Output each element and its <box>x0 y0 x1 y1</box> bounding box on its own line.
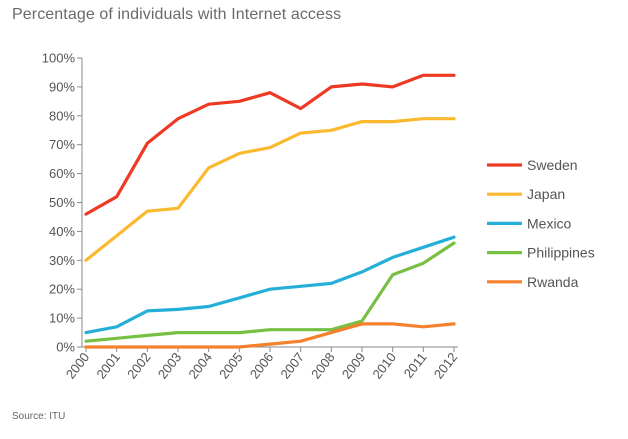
x-tick-label: 2007 <box>277 350 307 382</box>
series-line-sweden <box>84 73 456 216</box>
x-tick-label: 2003 <box>155 350 185 382</box>
y-tick-label: 50% <box>49 195 75 210</box>
y-tick-label: 90% <box>49 79 75 94</box>
legend-label-sweden: Sweden <box>527 157 578 173</box>
legend: Sweden Japan Mexico Philippines Rwanda <box>487 157 595 290</box>
series-lines <box>84 73 456 349</box>
y-tick-label: 30% <box>49 253 75 268</box>
x-tick-label: 2002 <box>124 350 154 382</box>
legend-label-philippines: Philippines <box>527 245 595 261</box>
y-tick-label: 20% <box>49 282 75 297</box>
legend-label-rwanda: Rwanda <box>527 274 579 290</box>
x-tick-label: 2010 <box>369 350 399 382</box>
x-tick-label: 2006 <box>247 350 277 382</box>
y-tick-label: 40% <box>49 224 75 239</box>
y-tick-label: 0% <box>56 340 75 355</box>
legend-label-mexico: Mexico <box>527 215 572 231</box>
x-tick-label: 2012 <box>431 350 461 382</box>
y-tick-label: 10% <box>49 311 75 326</box>
x-tick-label: 2008 <box>308 350 338 382</box>
x-tick-label: 2011 <box>401 350 430 381</box>
series-line-rwanda <box>84 322 456 349</box>
y-tick-label: 70% <box>49 137 75 152</box>
source-note: Source: ITU <box>12 411 66 422</box>
y-tick-label: 60% <box>49 166 75 181</box>
chart-title: Percentage of individuals with Internet … <box>12 6 342 23</box>
y-tick-label: 80% <box>49 108 75 123</box>
x-tick-label: 2005 <box>216 350 246 382</box>
series-line-philippines <box>84 241 456 343</box>
x-tick-label: 2001 <box>93 350 123 382</box>
x-tick-label: 2004 <box>185 350 215 382</box>
series-line-mexico <box>84 235 456 335</box>
legend-label-japan: Japan <box>527 186 565 202</box>
y-tick-label: 100% <box>42 51 76 66</box>
series-line-japan <box>84 117 456 262</box>
x-tick-label: 2009 <box>339 350 369 382</box>
